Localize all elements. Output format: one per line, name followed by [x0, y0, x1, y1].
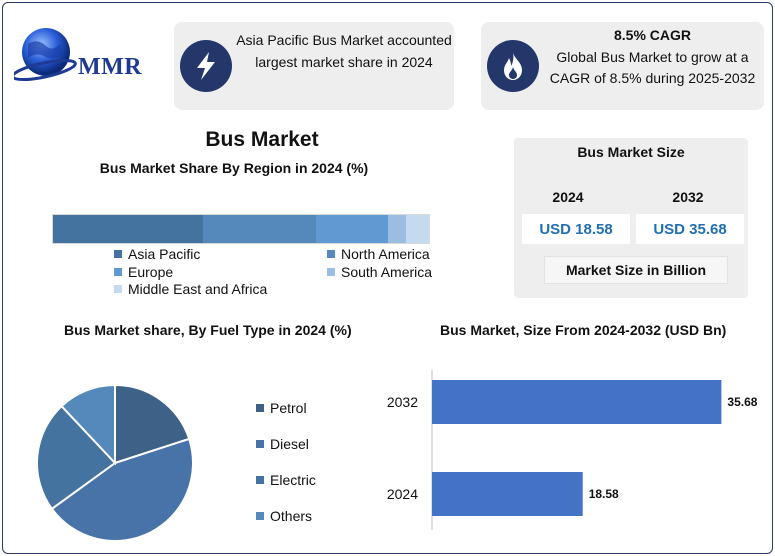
legend-label: Others: [270, 508, 313, 524]
year-label-2024: 2024: [552, 189, 584, 205]
market-size-bar-chart: 2032 35.68 2024 18.58: [370, 350, 770, 540]
legend-label: Europe: [128, 264, 174, 280]
data-label-2024: 18.58: [589, 487, 619, 501]
legend-swatch: [114, 250, 122, 258]
flame-icon: [487, 40, 539, 92]
pie-legend-others: Others: [256, 508, 312, 524]
legend-item-asia-pacific: Asia Pacific: [114, 246, 200, 262]
info-card-cagr: 8.5% CAGR Global Bus Market to grow at a…: [481, 22, 764, 110]
legend-label: Diesel: [270, 436, 309, 452]
pie-legend-petrol: Petrol: [256, 400, 307, 416]
legend-label: Petrol: [270, 400, 307, 416]
globe-icon: [11, 28, 77, 82]
legend-item-north-america: North America: [327, 246, 430, 262]
legend-swatch: [114, 285, 122, 293]
size-chart-title: Bus Market, Size From 2024-2032 (USD Bn): [440, 322, 727, 338]
cagr-description: Global Bus Market to grow at a CAGR of 8…: [549, 48, 756, 87]
region-segment-middle-east-and-africa: [406, 215, 429, 243]
legend-swatch: [327, 268, 335, 276]
unit-note: Market Size in Billion: [544, 256, 728, 284]
fuel-type-pie-chart: [30, 350, 200, 550]
fuel-chart-title: Bus Market share, By Fuel Type in 2024 (…: [64, 322, 352, 338]
lightning-bolt-icon: [180, 40, 232, 92]
legend-label: South America: [341, 264, 433, 280]
legend-label: Asia Pacific: [128, 246, 201, 262]
pie-legend-diesel: Diesel: [256, 436, 309, 452]
legend-swatch: [256, 476, 264, 484]
bar-2024: [432, 472, 583, 516]
legend-item-south-america: South America: [327, 264, 432, 280]
region-segment-north-america: [203, 215, 317, 243]
region-share-bar: [52, 214, 430, 244]
logo-text: MMR: [78, 54, 143, 80]
category-label-2032: 2032: [387, 394, 418, 410]
legend-item-middle-east-africa: Middle East and Africa: [114, 281, 267, 297]
legend-label: Middle East and Africa: [128, 281, 268, 297]
region-segment-europe: [316, 215, 388, 243]
legend-label: Electric: [270, 472, 316, 488]
card-text-cagr: 8.5% CAGR Global Bus Market to grow at a…: [543, 25, 762, 90]
pie-slice-others: [60, 383, 116, 466]
brand-logo: MMR: [11, 24, 159, 86]
info-card-largest-share: Asia Pacific Bus Market accounted larges…: [174, 22, 454, 110]
legend-swatch: [256, 440, 264, 448]
legend-swatch: [256, 512, 264, 520]
legend-item-europe: Europe: [114, 264, 173, 280]
region-segment-asia-pacific: [53, 215, 204, 243]
legend-swatch: [327, 250, 335, 258]
card-text-largest-share: Asia Pacific Bus Market accounted larges…: [236, 32, 452, 70]
market-size-panel: Bus Market Size 2024 2032 USD 18.58 USD …: [514, 138, 748, 298]
market-size-title: Bus Market Size: [577, 144, 685, 160]
legend-swatch: [114, 268, 122, 276]
legend-label: North America: [341, 246, 430, 262]
year-label-2032: 2032: [672, 189, 704, 205]
region-chart-subtitle: Bus Market Share By Region in 2024 (%): [99, 160, 369, 176]
bar-2032: [432, 380, 722, 424]
value-box-2024: USD 18.58: [522, 214, 630, 244]
value-box-2032: USD 35.68: [636, 214, 744, 244]
data-label-2032: 35.68: [727, 395, 757, 409]
chart-main-title: Bus Market: [205, 128, 319, 151]
category-label-2024: 2024: [387, 486, 418, 502]
legend-swatch: [256, 404, 264, 412]
pie-slice-diesel: [50, 437, 194, 542]
region-segment-south-america: [387, 215, 407, 243]
pie-legend-electric: Electric: [256, 472, 316, 488]
pie-slice-electric: [36, 404, 117, 511]
pie-slice-petrol: [114, 383, 191, 465]
cagr-title: 8.5% CAGR: [613, 27, 692, 43]
